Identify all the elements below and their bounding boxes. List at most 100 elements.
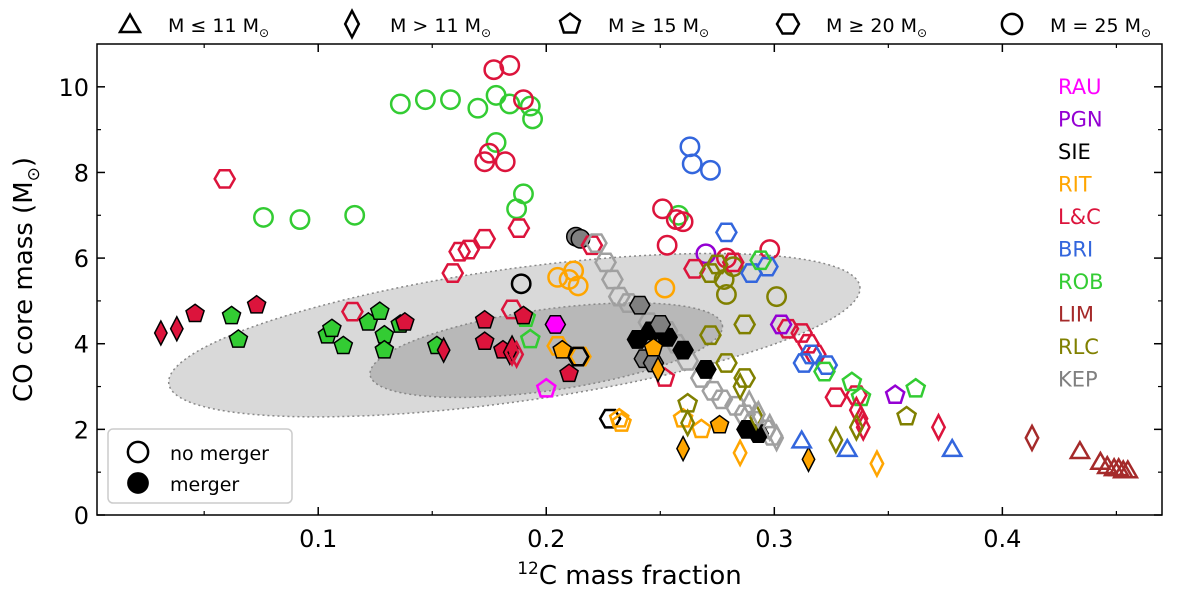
y-axis-label-sub: ⊙ bbox=[24, 167, 44, 181]
data-point-rob-circle bbox=[344, 204, 366, 226]
data-point-rlc-diamond bbox=[848, 412, 865, 442]
confidence-ellipse-2 bbox=[369, 302, 724, 399]
data-point-kep-diamond bbox=[750, 399, 766, 430]
data-point-bri-hexagon bbox=[714, 222, 738, 243]
pentagon-legend-icon bbox=[558, 12, 582, 34]
group-legend-rob: ROB bbox=[1058, 270, 1104, 294]
data-point-rob-pentagon bbox=[841, 371, 863, 392]
data-point-lc-pentagon bbox=[394, 311, 415, 331]
data-point-lc-pentagon bbox=[474, 331, 495, 351]
data-point-lim-triangle bbox=[1116, 459, 1140, 479]
data-point-rit-pentagon bbox=[690, 418, 712, 439]
no-merger-legend-label: no merger bbox=[170, 443, 269, 465]
data-point-rit-diamond bbox=[869, 448, 885, 479]
data-point-lc-hexagon bbox=[721, 252, 745, 273]
data-point-bri-hexagon bbox=[756, 256, 779, 277]
data-point-rob-pentagon bbox=[374, 339, 395, 359]
mass-legend-label: M = 25 M⊙ bbox=[1050, 15, 1151, 40]
data-point-lc-hexagon bbox=[790, 323, 814, 343]
data-point-rlc-hexagon bbox=[705, 254, 729, 275]
data-point-rit-pentagon bbox=[643, 337, 664, 357]
data-point-rob-pentagon bbox=[369, 301, 390, 321]
plot-area bbox=[153, 54, 1140, 479]
data-point-rlc-diamond bbox=[828, 425, 844, 455]
data-point-lc-pentagon bbox=[474, 309, 495, 329]
y-tick-label: 8 bbox=[74, 159, 89, 187]
data-point-lc-diamond bbox=[153, 319, 168, 347]
data-point-lc-hexagon bbox=[824, 387, 848, 408]
data-point-lc-pentagon bbox=[246, 294, 267, 314]
mass-legend-entry-triangle: M ≤ 11 M⊙ bbox=[117, 12, 269, 40]
data-point-rob-circle bbox=[519, 95, 541, 117]
merger-legend: no merger merger bbox=[107, 428, 293, 504]
x-axis-label-text: C mass fraction bbox=[539, 561, 742, 591]
data-point-lc-pentagon bbox=[513, 305, 534, 325]
group-legend-rlc: RLC bbox=[1058, 335, 1099, 359]
group-legend-sie: SIE bbox=[1058, 140, 1091, 164]
data-point-bri-triangle bbox=[940, 437, 964, 458]
group-legend: RAU PGN SIE RIT L&C BRI ROB LIM RLC KEP bbox=[1058, 75, 1104, 392]
data-point-lc-hexagon bbox=[473, 228, 497, 249]
data-point-pgn-circle bbox=[695, 243, 717, 265]
data-point-lc-hexagon bbox=[507, 218, 531, 239]
data-point-rit-hexagon bbox=[569, 346, 592, 367]
data-point-rlc-pentagon bbox=[896, 405, 918, 426]
data-point-bri-hexagon bbox=[799, 344, 823, 365]
data-point-rlc-circle bbox=[722, 256, 744, 278]
data-point-lc-diamond bbox=[504, 337, 520, 368]
confidence-ellipses bbox=[167, 252, 861, 418]
merger-legend-label: merger bbox=[170, 474, 239, 496]
x-axis-label: 12C mass fraction bbox=[517, 559, 742, 591]
data-point-bri-hexagon bbox=[792, 353, 816, 373]
data-point-rob-circle bbox=[253, 206, 274, 228]
data-point-lc-diamond bbox=[169, 315, 184, 343]
data-point-rlc-circle bbox=[715, 284, 737, 305]
data-point-lc-circle bbox=[672, 211, 694, 233]
data-point-rit-pentagon bbox=[611, 411, 633, 432]
data-point-lc-pentagon bbox=[185, 303, 205, 323]
y-tick-label: 10 bbox=[58, 74, 89, 102]
diamond-legend-icon bbox=[343, 8, 361, 40]
group-legend-bri: BRI bbox=[1058, 238, 1093, 262]
circle-legend-icon bbox=[1000, 12, 1024, 36]
data-point-rit-pentagon bbox=[552, 339, 573, 359]
group-legend-lim: LIM bbox=[1058, 303, 1094, 327]
data-point-rob-pentagon bbox=[905, 377, 927, 398]
data-point-rob-hexagon bbox=[749, 250, 773, 271]
no-merger-legend-icon bbox=[126, 440, 150, 464]
mass-legend: M ≤ 11 M⊙ M > 11 M⊙ M ≥ 15 M⊙ M ≥ 20 M⊙ M = … bbox=[117, 8, 1151, 40]
data-point-lc-hexagon bbox=[340, 301, 364, 322]
data-point-rob-circle bbox=[467, 97, 489, 119]
data-point-rob-circle bbox=[485, 84, 507, 106]
data-point-lc-hexagon bbox=[448, 241, 472, 262]
y-tick-label: 4 bbox=[74, 331, 89, 359]
data-point-rob-pentagon bbox=[221, 305, 242, 325]
data-point-lc-diamond bbox=[930, 412, 947, 442]
data-point-rit-pentagon bbox=[608, 407, 630, 428]
data-points bbox=[153, 54, 1140, 479]
data-point-kep-hexagon bbox=[607, 286, 631, 307]
y-tick-label: 0 bbox=[74, 502, 89, 530]
data-point-lc-circle bbox=[494, 151, 516, 173]
data-point-rit-diamond bbox=[676, 434, 691, 463]
x-tick-label: 0.4 bbox=[983, 525, 1021, 553]
group-legend-kep: KEP bbox=[1058, 368, 1098, 392]
merger-legend-box bbox=[107, 428, 293, 504]
data-point-bri-triangle bbox=[836, 437, 859, 458]
data-point-rob-circle bbox=[414, 89, 436, 111]
hexagon-legend-icon bbox=[775, 13, 801, 35]
y-tick-label: 2 bbox=[74, 416, 89, 444]
data-point-lc-hexagon bbox=[457, 239, 481, 260]
data-point-rit-circle bbox=[567, 275, 589, 297]
data-point-rob-hexagon bbox=[813, 361, 836, 382]
data-point-lim-triangle bbox=[1068, 439, 1092, 460]
data-point-lc-circle bbox=[513, 89, 534, 111]
mass-legend-label: M > 11 M⊙ bbox=[390, 15, 491, 40]
data-point-rob-circle bbox=[389, 93, 411, 115]
data-point-rlc-hexagon bbox=[733, 368, 757, 388]
data-point-lc-circle bbox=[656, 234, 678, 256]
data-point-rlc-hexagon bbox=[733, 314, 757, 335]
data-point-sie-hexagon bbox=[672, 340, 694, 360]
data-point-rob-circle bbox=[440, 89, 461, 111]
data-point-lc-pentagon bbox=[559, 363, 579, 383]
